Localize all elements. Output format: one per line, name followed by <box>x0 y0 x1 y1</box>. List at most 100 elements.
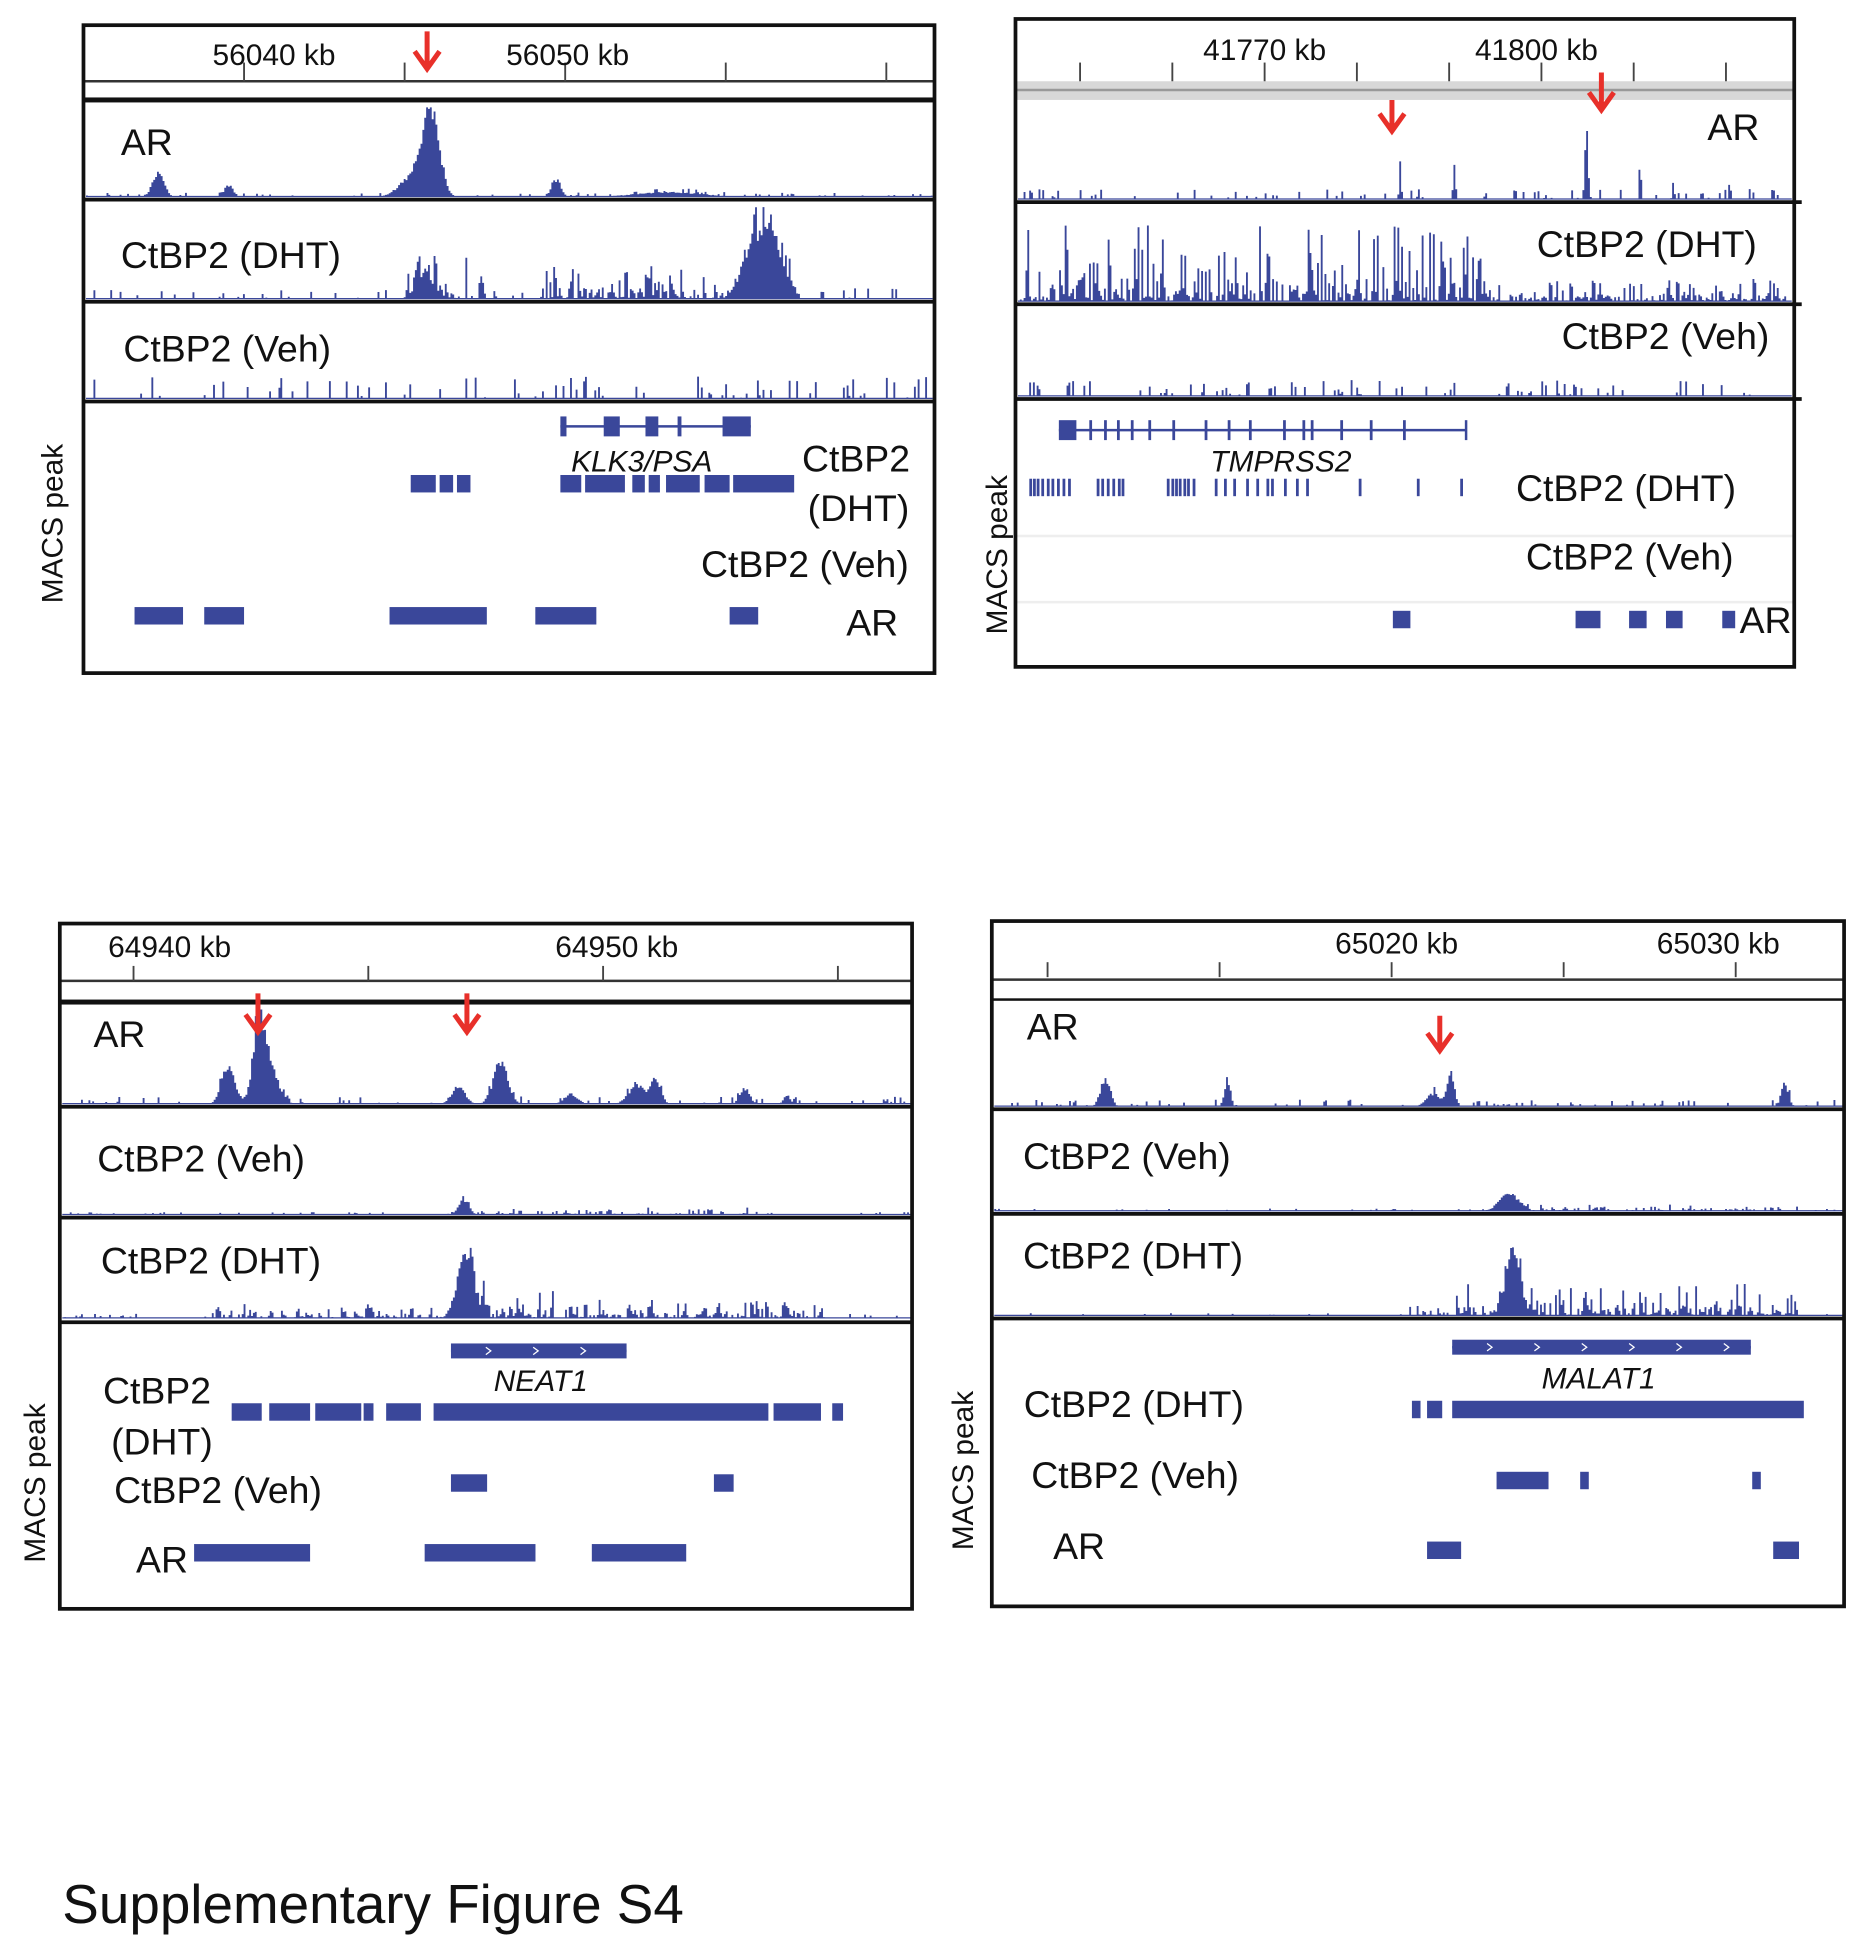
macs-peak <box>1062 478 1066 497</box>
macs-peak <box>1256 478 1260 497</box>
gene-exon <box>1248 420 1252 441</box>
strand-chevron-icon <box>485 1346 492 1356</box>
axis-tick-label: 65030 kb <box>1657 927 1780 960</box>
macs-peak <box>1629 610 1647 629</box>
track-label: CtBP2 (DHT) <box>121 234 341 276</box>
gene-exon <box>1058 420 1077 441</box>
signal-track-ctbp-dht- <box>85 207 933 300</box>
macs-peak <box>1452 1400 1804 1419</box>
signal-track-ctbp-dht- <box>1017 225 1792 302</box>
macs-peak <box>1117 478 1121 497</box>
macs-peak <box>1295 478 1299 497</box>
macs-peak <box>1752 1471 1761 1490</box>
macs-peak <box>1427 1400 1443 1419</box>
macs-peak <box>713 1474 734 1492</box>
macs-peak <box>1187 478 1190 497</box>
peak-row-label: CtBP2 <box>802 437 910 479</box>
macs-peak <box>433 1403 769 1421</box>
macs-peak <box>1171 478 1175 497</box>
peak-row-label: CtBP2 (Veh) <box>1526 536 1734 578</box>
gene-exon <box>1340 420 1344 441</box>
macs-peak <box>386 1403 421 1421</box>
track-label: CtBP2 (Veh) <box>97 1138 305 1180</box>
macs-peak <box>269 1403 311 1421</box>
macs-peak <box>315 1403 362 1421</box>
track-label: AR <box>93 1013 145 1055</box>
macs-peak <box>1121 478 1125 497</box>
macs-peak <box>1106 478 1110 497</box>
strand-chevron-icon <box>1723 1342 1730 1352</box>
axis-tick-label: 41800 kb <box>1475 34 1598 67</box>
axis-tick-label: 41770 kb <box>1203 34 1326 67</box>
gene-exon <box>1302 420 1306 441</box>
macs-peak <box>1175 478 1178 497</box>
macs-peak <box>1722 610 1736 629</box>
macs-peak <box>1580 1471 1589 1490</box>
peak-row-label: AR <box>846 602 898 644</box>
red-arrow-icon <box>1425 1015 1455 1055</box>
panel-frame <box>57 921 914 1611</box>
macs-peak-axis-label: MACS peak <box>19 1403 52 1563</box>
red-arrow-icon <box>1586 72 1616 115</box>
macs-peak-axis-label: MACS peak <box>981 475 1014 635</box>
gene-exon <box>1104 420 1107 441</box>
gene-exon <box>1369 420 1373 441</box>
macs-peak <box>1246 478 1249 497</box>
signal-track-ar <box>1017 130 1792 200</box>
macs-peak <box>1411 1400 1421 1419</box>
gene-name: NEAT1 <box>494 1365 588 1398</box>
macs-peak <box>1166 478 1170 497</box>
gene-exon <box>560 416 567 437</box>
red-arrow-icon <box>412 31 442 74</box>
peak-row-label: AR <box>1740 599 1792 641</box>
panel-frame <box>1013 17 1797 669</box>
panel-frame <box>989 919 1846 1609</box>
gene-exon <box>1116 420 1120 441</box>
macs-peak <box>560 474 582 493</box>
macs-peak <box>1046 478 1050 497</box>
macs-peak <box>1041 478 1045 497</box>
macs-peak <box>204 607 245 625</box>
gene-exon <box>722 416 751 437</box>
signal-track-ctbp-veh- <box>62 1196 911 1216</box>
macs-peak-axis-label: MACS peak <box>36 444 69 604</box>
axis-tick-label: 65020 kb <box>1335 927 1458 960</box>
track-label: CtBP2 (DHT) <box>1023 1235 1243 1277</box>
macs-peak <box>1112 478 1116 497</box>
macs-peak <box>1036 478 1040 497</box>
track-label: CtBP2 (Veh) <box>123 328 331 370</box>
gene-name: MALAT1 <box>1542 1362 1656 1395</box>
gene-exon <box>1130 420 1134 441</box>
signal-track-ctbp-veh- <box>994 1193 1843 1212</box>
macs-peak <box>1178 478 1182 497</box>
gene-exon <box>603 416 620 437</box>
peak-row-label: CtBP2 (DHT) <box>1516 467 1736 509</box>
axis-tick-label: 56050 kb <box>506 39 629 72</box>
signal-track-ctbp-veh- <box>1017 380 1792 397</box>
genome-panel-4: 65020 kb 65030 kb AR CtBP2 (Veh) CtBP2 (DHT)… <box>947 919 1846 1609</box>
red-arrow-icon <box>243 993 273 1037</box>
strand-chevron-icon <box>1486 1342 1494 1352</box>
gene-exon <box>1310 420 1314 441</box>
macs-peak <box>1101 478 1105 497</box>
macs-peak <box>1033 478 1036 497</box>
gene-exon <box>1452 1339 1751 1355</box>
signal-track-ar <box>85 107 933 198</box>
macs-peak <box>1266 478 1270 497</box>
macs-peak <box>1192 478 1196 497</box>
gene-exon <box>1172 420 1176 441</box>
track-divider <box>59 999 913 1005</box>
genome-panel-1: 56040 kb 56050 kb AR CtBP2 (DHT) CtBP2 (Veh)… <box>36 23 937 675</box>
panel-frame <box>81 23 937 675</box>
strand-chevron-icon <box>1581 1342 1588 1352</box>
gene-exon <box>1283 420 1286 441</box>
macs-peak <box>773 1403 821 1421</box>
figure-caption: Supplementary Figure S4 <box>62 1873 684 1935</box>
macs-peak <box>535 607 597 625</box>
axis-tick-label: 56040 kb <box>212 39 335 72</box>
macs-peak <box>231 1403 262 1421</box>
macs-peak <box>1460 478 1463 497</box>
gene-exon <box>1148 420 1152 441</box>
macs-peak <box>424 1544 536 1562</box>
track-label: CtBP2 (DHT) <box>101 1240 321 1282</box>
